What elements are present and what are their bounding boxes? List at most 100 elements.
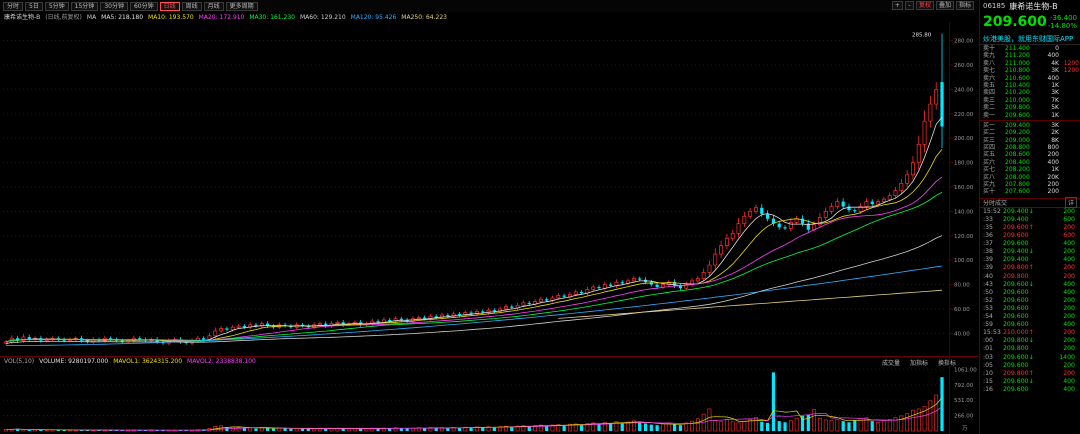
bid-row[interactable]: 买三 209.000 8K xyxy=(980,137,1080,144)
candle-body xyxy=(335,322,340,324)
period-button[interactable]: 周线 xyxy=(181,1,202,11)
volume-bar xyxy=(463,426,468,432)
arrow-down-icon: ↓ xyxy=(1028,377,1034,385)
period-button[interactable]: 更多周期 xyxy=(225,1,258,11)
candle-body xyxy=(730,232,735,239)
volume-tool-button[interactable]: 加指标 xyxy=(910,360,929,367)
ask-row[interactable]: 卖六 210.600 400 xyxy=(980,75,1080,82)
mavol10-line xyxy=(5,406,943,431)
ma-legend: 康希诺生物-B (日线,前复权) MA MA5: 218.180 MA10: 193.5… xyxy=(4,13,447,22)
period-button[interactable]: 日线 xyxy=(159,1,180,11)
tick-time: :01 xyxy=(983,345,993,353)
tick-volume: 200 xyxy=(1063,296,1075,304)
tick-row: :03 209.600↓ 1400 xyxy=(980,354,1080,362)
tick-price: 209.400 xyxy=(1003,216,1039,224)
ma250-line xyxy=(558,289,943,319)
volume-bar xyxy=(225,427,229,431)
volume-bar xyxy=(359,428,363,431)
axis-divider xyxy=(949,22,950,434)
period-button[interactable]: 5分钟 xyxy=(44,1,69,11)
bid-price: 209.400 xyxy=(1005,121,1030,129)
price-row: 209.600 -36.400 -14.80% xyxy=(980,12,1080,34)
tick-price: 209.600 xyxy=(1003,362,1039,370)
bid-row[interactable]: 买九 207.800 200 xyxy=(980,181,1080,188)
ask-label: 卖七 xyxy=(983,67,996,75)
volume-bar xyxy=(568,423,572,432)
volume-chart[interactable]: 1061.00 792.00 531.00 266.00 万 xyxy=(0,358,978,434)
y-tick-label: 80.00 xyxy=(954,283,970,289)
y-tick-label: 100.00 xyxy=(954,258,974,264)
volume-bar xyxy=(143,430,148,432)
candle-body xyxy=(806,223,810,230)
candle-body xyxy=(760,207,764,214)
overlay-button[interactable]: 叠加 xyxy=(935,1,954,10)
bid-row[interactable]: 买八 208.000 20K xyxy=(980,174,1080,181)
ask-row[interactable]: 卖九 211.200 400 xyxy=(980,52,1080,59)
volume-bar xyxy=(620,422,624,431)
period-button[interactable]: 月线 xyxy=(203,1,224,11)
period-button[interactable]: 5日 xyxy=(25,1,43,11)
volume-bar xyxy=(794,417,799,432)
candle-body xyxy=(510,306,514,308)
ask-change xyxy=(1059,75,1079,82)
candle-body xyxy=(841,201,845,207)
period-button[interactable]: 30分钟 xyxy=(100,1,128,11)
volume-bar xyxy=(887,419,892,432)
bid-row[interactable]: 买十 207.600 200 xyxy=(980,188,1080,195)
tick-row: :50 209.600 400 xyxy=(980,289,1080,297)
ask-row[interactable]: 卖四 210.200 3K xyxy=(980,89,1080,96)
zoom-out-icon[interactable]: - xyxy=(904,1,914,10)
volume-bar xyxy=(434,427,438,431)
period-button[interactable]: 15分钟 xyxy=(70,1,99,11)
tick-volume: 400 xyxy=(1063,280,1075,288)
bid-row[interactable]: 买七 208.200 1K xyxy=(980,166,1080,173)
bid-row[interactable]: 买一 209.400 3K xyxy=(980,122,1080,129)
arrow-down-icon: ↓ xyxy=(1028,337,1034,345)
tick-price: 209.800↓ xyxy=(1003,337,1039,345)
volume-bar xyxy=(853,419,857,431)
tick-time: :39 xyxy=(983,264,993,272)
candle-body xyxy=(858,206,863,212)
ask-row[interactable]: 卖三 210.000 7K xyxy=(980,97,1080,104)
tick-detail-button[interactable]: 详 xyxy=(1064,197,1077,209)
candle-body xyxy=(928,103,933,122)
indicator-button[interactable]: 指标 xyxy=(955,1,974,10)
candlestick-chart[interactable]: 40.00 60.00 80.00 100.00 120.00 140.00 160.00 1… xyxy=(0,22,978,356)
tick-row: :40 209.800 200 xyxy=(980,273,1080,281)
ask-row[interactable]: 卖七 210.800 3K 1200 xyxy=(980,67,1080,74)
period-button[interactable]: 60分钟 xyxy=(129,1,158,11)
volume-tool-button[interactable]: 成交量 xyxy=(882,360,901,367)
volume-tool-button[interactable]: 换指标 xyxy=(938,360,957,367)
volume-bar xyxy=(579,424,584,431)
ask-row[interactable]: 卖五 210.400 1K xyxy=(980,82,1080,89)
tick-time: :03 xyxy=(983,353,993,361)
volume-bar xyxy=(504,425,508,432)
ask-row[interactable]: 卖一 209.600 1K xyxy=(980,112,1080,119)
tick-price-value: 209.600 xyxy=(1003,240,1029,248)
ma-legend-item: MA xyxy=(86,14,97,21)
volume-bar xyxy=(573,423,578,432)
volume-bar xyxy=(399,428,403,431)
volume-bar xyxy=(4,428,8,432)
zoom-in-icon[interactable]: + xyxy=(891,1,903,10)
bid-row[interactable]: 买五 208.600 200 xyxy=(980,151,1080,158)
price-change: -36.400 -14.80% xyxy=(1048,14,1077,30)
volume-bar xyxy=(707,408,712,432)
candle-body xyxy=(597,287,601,289)
ad-banner[interactable]: 炒港美股，就用东财国际APP xyxy=(980,34,1080,45)
adjust-button[interactable]: 复权 xyxy=(915,1,934,10)
tick-price-value: 209.600 xyxy=(1003,224,1029,231)
volume-bar xyxy=(97,430,101,431)
period-button[interactable]: 分时 xyxy=(3,1,24,11)
bid-row[interactable]: 买二 209.200 2K xyxy=(980,129,1080,136)
ask-row[interactable]: 卖八 211.000 4K 1200 xyxy=(980,60,1080,67)
bid-row[interactable]: 买六 208.400 400 xyxy=(980,159,1080,166)
bid-row[interactable]: 买四 208.800 800 xyxy=(980,144,1080,151)
candle-body xyxy=(440,314,444,318)
ask-row[interactable]: 卖二 209.800 5K xyxy=(980,104,1080,111)
ask-row[interactable]: 卖十 211.400 0 xyxy=(980,45,1080,52)
ask-label: 卖六 xyxy=(983,74,996,82)
tick-volume: 200 xyxy=(1063,329,1075,337)
candle-body xyxy=(876,201,880,205)
ask-volume: 3K xyxy=(1051,89,1059,97)
